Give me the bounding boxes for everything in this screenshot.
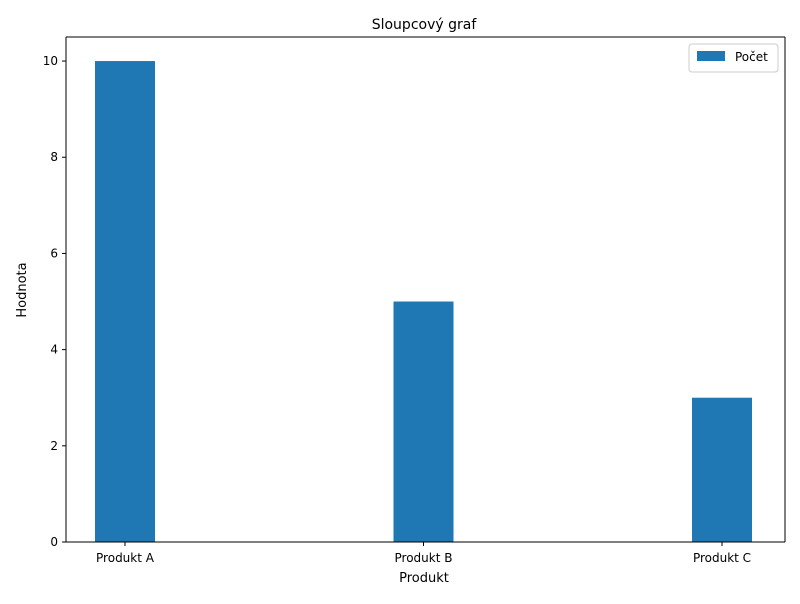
bars-layer [95,61,752,543]
y-tick-label: 6 [50,246,58,260]
y-tick-label: 10 [43,54,58,68]
x-tick-label: Produkt B [395,551,453,565]
y-tick-label: 4 [50,343,58,357]
y-tick-label: 2 [50,439,58,453]
y-tick-label: 8 [50,150,58,164]
bar-produkt-a [95,61,155,543]
chart-title: Sloupcový graf [372,17,478,33]
y-tick-label: 0 [50,535,58,549]
bar-produkt-b [393,301,454,542]
legend: Počet [688,43,779,73]
x-axis-label: Produkt [399,571,449,586]
legend-label: Počet [735,50,768,64]
legend-swatch [697,51,725,61]
x-tick-label: Produkt A [96,551,155,565]
bar-produkt-c [692,397,752,542]
ticks-layer: 0 2 4 6 8 10 Produkt A Produkt B Produkt C [43,54,751,565]
x-tick-label: Produkt C [693,551,751,565]
y-axis-label: Hodnota [15,262,30,317]
axes-layer [65,36,786,543]
